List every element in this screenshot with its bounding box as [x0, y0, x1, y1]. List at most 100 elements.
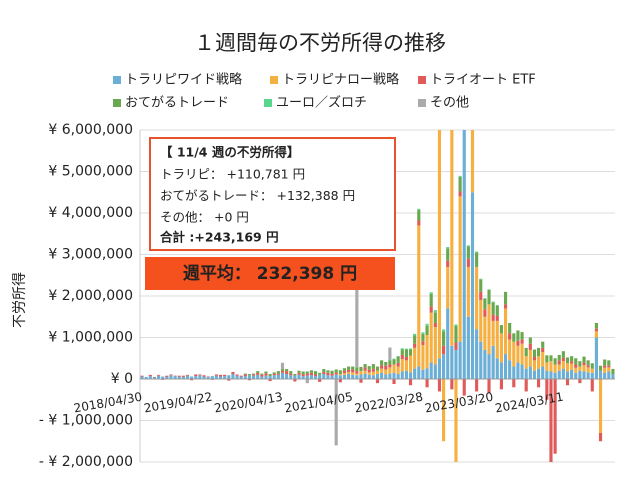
bar: [363, 370, 367, 374]
bar: [458, 341, 462, 379]
bar: [198, 374, 202, 376]
bar: [578, 361, 582, 367]
bar: [247, 375, 252, 379]
bar: [264, 375, 268, 379]
bar: [442, 331, 446, 346]
bar: [520, 364, 524, 379]
bar: [508, 322, 512, 334]
bar: [408, 379, 413, 386]
legend-swatch: [418, 76, 426, 84]
bar: [429, 312, 433, 363]
bar: [607, 367, 611, 372]
bar: [582, 356, 586, 363]
bar: [463, 35, 466, 56]
bar: [190, 376, 194, 379]
bar: [607, 371, 611, 379]
bar: [330, 375, 334, 379]
annotation-total: 合計 :+243,169 円: [160, 230, 279, 245]
y-tick-label: ¥ 4,000,000: [48, 205, 133, 221]
bar: [276, 373, 280, 375]
bar: [301, 374, 305, 377]
bar: [177, 376, 181, 379]
bar: [549, 371, 553, 379]
bar: [565, 357, 570, 364]
bar: [276, 374, 280, 379]
bar: [355, 371, 359, 374]
bar: [495, 305, 499, 306]
bar: [400, 359, 404, 372]
bar: [565, 371, 570, 379]
bar: [586, 372, 590, 379]
bar: [297, 372, 301, 375]
bar: [421, 369, 425, 379]
bar: [495, 315, 499, 321]
bar: [503, 308, 508, 355]
bar: [607, 360, 611, 366]
legend-swatch: [113, 76, 121, 84]
bar: [437, 358, 442, 379]
bar: [359, 374, 363, 379]
bar: [537, 368, 541, 379]
y-tick-label: ¥ 2,000,000: [48, 288, 133, 304]
bar: [582, 371, 586, 379]
bar: [305, 371, 309, 374]
bar: [330, 374, 334, 376]
bar: [528, 343, 532, 350]
bar: [574, 367, 578, 373]
bar: [342, 373, 347, 375]
bar: [574, 372, 578, 379]
bar: [458, 176, 462, 192]
y-tick-label: ¥ 3,000,000: [48, 247, 133, 263]
bar: [438, 113, 441, 130]
bar: [276, 371, 280, 374]
bar: [380, 360, 384, 366]
bar: [161, 376, 165, 379]
bar: [148, 374, 152, 377]
bar: [417, 210, 421, 221]
bar: [442, 345, 446, 355]
bar: [512, 333, 516, 342]
bar: [446, 247, 450, 249]
bar: [421, 333, 425, 342]
bar: [313, 374, 318, 377]
bar: [421, 341, 425, 345]
bar: [408, 355, 413, 373]
x-tick-label: 2020/04/13: [213, 390, 284, 416]
y-tick-label: ¥ 6,000,000: [48, 122, 133, 138]
bar: [301, 371, 305, 375]
bar: [272, 373, 276, 376]
bar: [384, 369, 388, 375]
bar: [429, 306, 433, 313]
bar: [594, 322, 598, 329]
bar: [388, 364, 392, 368]
bar: [330, 370, 334, 375]
bar: [400, 354, 404, 360]
bar: [326, 375, 330, 379]
bar: [491, 320, 495, 346]
bar: [165, 376, 169, 379]
bar: [181, 376, 185, 379]
annotation-line: トラリピ： +110,781 円: [160, 167, 305, 182]
bar: [169, 374, 173, 376]
bar: [532, 360, 537, 371]
bar: [347, 374, 351, 379]
bar: [404, 348, 408, 350]
legend-swatch: [418, 99, 426, 107]
bar: [318, 374, 322, 379]
bar: [380, 372, 384, 379]
bar: [491, 314, 495, 321]
bar: [289, 373, 293, 376]
bar: [396, 366, 400, 375]
bar: [603, 365, 607, 368]
bar: [520, 332, 524, 340]
bar: [334, 372, 338, 375]
bar: [483, 349, 487, 379]
bar: [214, 374, 218, 376]
bar: [388, 347, 392, 360]
bar: [545, 355, 549, 363]
bar: [388, 373, 392, 379]
bar: [433, 310, 437, 313]
bar: [227, 379, 231, 381]
bar: [433, 312, 437, 323]
